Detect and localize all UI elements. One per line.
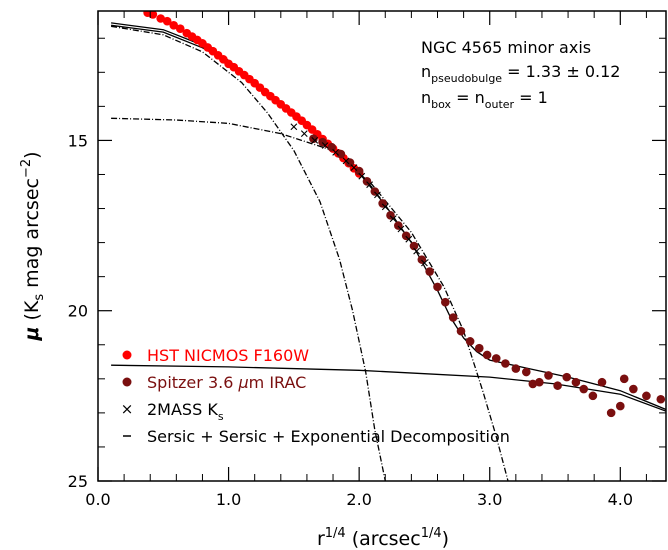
model-curve	[111, 364, 666, 412]
data-point-cross	[311, 137, 319, 144]
data-point	[327, 142, 337, 152]
plot-frame	[97, 10, 667, 482]
data-point	[175, 24, 185, 34]
data-point	[448, 313, 458, 322]
data-point-cross	[350, 164, 358, 172]
data-point-cross	[421, 259, 428, 267]
data-point-cross	[332, 148, 340, 156]
x-tick-label: 2.0	[346, 490, 371, 509]
data-point	[553, 381, 562, 390]
data-point	[588, 391, 598, 401]
data-point-cross	[397, 225, 405, 233]
data-point	[394, 221, 403, 230]
legend-marker-hst	[122, 350, 132, 360]
data-point	[656, 394, 666, 404]
data-point	[441, 297, 450, 307]
data-point	[619, 374, 629, 384]
data-point	[386, 211, 395, 220]
legend-marker-spitzer	[122, 377, 132, 387]
data-point	[528, 379, 538, 389]
data-point	[571, 377, 581, 387]
y-tick-label: 20	[68, 302, 88, 321]
x-tick-label: 3.0	[477, 490, 502, 509]
data-point-cross	[389, 215, 397, 223]
data-point-cross	[358, 172, 366, 180]
data-markers	[143, 11, 666, 418]
annotation-n-pseudobulge: npseudobulge = 1.33 ± 0.12	[421, 62, 620, 85]
legend-label-decomposition: Sersic + Sersic + Exponential Decomposit…	[147, 427, 510, 446]
axis-ticks: 0.0 1.0 2.0 3.0 4.0 15 20 25	[68, 11, 666, 509]
data-point	[615, 401, 625, 411]
data-point	[491, 354, 501, 363]
model-curve	[111, 117, 509, 481]
data-point	[433, 282, 442, 292]
data-point	[535, 377, 544, 387]
data-point	[417, 255, 427, 264]
data-point	[562, 372, 572, 382]
data-point-cross	[342, 157, 350, 165]
data-point-cross	[290, 123, 298, 131]
data-point	[345, 158, 355, 167]
data-point-cross	[374, 191, 381, 199]
data-point-cross	[413, 247, 420, 255]
data-point	[629, 384, 638, 394]
y-axis-title: μ (Ks mag arcsec−2)	[19, 151, 47, 341]
x-tick-label: 1.0	[216, 490, 241, 509]
legend-marker-2mass: ×	[121, 400, 134, 418]
annotation-galaxy: NGC 4565 minor axis	[421, 38, 591, 57]
data-point	[362, 176, 372, 186]
data-point	[501, 359, 510, 368]
data-point-cross	[381, 203, 389, 211]
data-point	[544, 371, 553, 380]
x-axis-title: r1/4 (arcsec1/4)	[317, 526, 449, 550]
data-point	[521, 367, 531, 377]
model-curve	[110, 25, 386, 481]
data-point	[579, 384, 589, 394]
data-point-cross	[321, 142, 329, 149]
data-point	[456, 326, 466, 336]
data-point	[156, 14, 165, 23]
data-point	[474, 343, 484, 353]
data-point	[409, 241, 419, 251]
data-point	[597, 377, 607, 387]
y-tick-label: 15	[68, 131, 88, 150]
data-point	[169, 21, 179, 30]
legend: HST NICMOS F160W Spitzer 3.6 μm IRAC × 2…	[121, 346, 510, 446]
data-point	[378, 199, 387, 208]
data-point	[465, 337, 475, 346]
data-point-cross	[405, 235, 413, 243]
data-point	[642, 391, 651, 401]
legend-label-spitzer: Spitzer 3.6 μm IRAC	[147, 373, 306, 392]
data-point	[318, 137, 327, 147]
annotation-n-box-outer: nbox = nouter = 1	[421, 88, 548, 111]
data-point	[336, 149, 346, 159]
data-point-cross	[300, 130, 308, 137]
data-point-cross	[366, 181, 373, 189]
data-point	[370, 187, 380, 196]
data-point	[354, 166, 364, 176]
data-point	[511, 364, 521, 373]
data-point	[606, 408, 616, 418]
data-point	[425, 267, 434, 276]
data-point	[482, 350, 492, 360]
legend-label-hst: HST NICMOS F160W	[147, 346, 309, 365]
x-tick-label: 4.0	[608, 490, 633, 509]
data-point	[162, 16, 172, 26]
y-tick-label: 25	[68, 472, 88, 491]
legend-label-2mass: 2MASS Ks	[147, 400, 224, 423]
plot-area	[110, 11, 666, 481]
data-point	[401, 231, 411, 241]
x-tick-label: 0.0	[85, 490, 110, 509]
